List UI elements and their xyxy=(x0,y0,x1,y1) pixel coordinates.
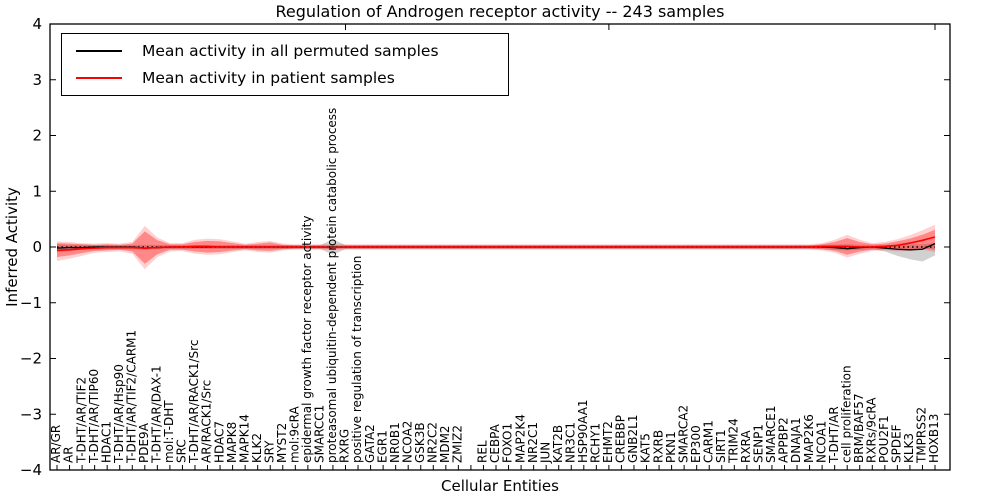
legend: Mean activity in all permuted samples Me… xyxy=(61,33,509,96)
y-tick-label: −3 xyxy=(20,405,42,423)
x-tick-label: RCHY1 xyxy=(589,423,603,463)
x-tick-label: NR2C1 xyxy=(526,422,540,463)
x-tick-label: AR xyxy=(62,446,76,463)
legend-item-permuted: Mean activity in all permuted samples xyxy=(62,38,508,64)
x-tick-label: SPDEF xyxy=(890,424,904,463)
x-tick-label: T-DHT/AR/TIF2/CARM1 xyxy=(124,330,138,464)
x-tick-label: mol:9cRA xyxy=(288,406,302,463)
y-tick-label: −4 xyxy=(20,461,42,479)
x-tick-label: BRM/BAF57 xyxy=(852,393,866,463)
x-tick-label: T-DHT/AR xyxy=(827,406,841,464)
x-tick-label: TRIM24 xyxy=(727,418,741,464)
x-tick-label: TMPRSS2 xyxy=(915,407,929,464)
x-tick-label: POU2F1 xyxy=(877,415,891,463)
x-tick-label: HDAC7 xyxy=(212,421,226,463)
x-tick-label: SMARCE1 xyxy=(764,405,778,463)
y-tick-label: 3 xyxy=(32,71,42,89)
x-tick-label: APPBP2 xyxy=(777,417,791,463)
legend-label-permuted: Mean activity in all permuted samples xyxy=(142,42,439,61)
x-tick-label: RXRG xyxy=(338,429,352,463)
x-tick-label: SMARCA2 xyxy=(676,405,690,463)
permuted-line-swatch xyxy=(76,50,122,53)
x-tick-label: MAPK14 xyxy=(237,414,251,463)
y-tick-label: 0 xyxy=(32,238,42,256)
axes-frame xyxy=(49,23,951,471)
x-tick-label: KAT2B xyxy=(551,425,565,463)
y-tick-label: −1 xyxy=(20,294,42,312)
x-tick-label: NCOA1 xyxy=(814,421,828,463)
x-tick-label: SIRT1 xyxy=(714,429,728,463)
x-tick-label: SMARCC1 xyxy=(313,405,327,463)
x-tick-label: SRY xyxy=(262,440,276,463)
x-axis-label: Cellular Entities xyxy=(441,477,559,495)
x-tick-label: HOXB13 xyxy=(927,414,941,463)
x-tick-label: KLK3 xyxy=(902,433,916,463)
y-tick-label: −2 xyxy=(20,350,42,368)
x-tick-label: CARM1 xyxy=(701,420,715,463)
x-tick-label: MAP2K6 xyxy=(802,414,816,463)
x-tick-label: T-DHT/AR/Hsp90 xyxy=(112,364,126,464)
x-tick-label: GATA2 xyxy=(363,424,377,463)
x-tick-label: mol:T-DHT xyxy=(162,400,176,463)
x-tick-label: T-DHT/AR/TIF2 xyxy=(74,377,88,464)
legend-label-patient: Mean activity in patient samples xyxy=(142,68,395,87)
x-tick-label: ZMIZ2 xyxy=(451,425,465,463)
x-tick-label: DNAJA1 xyxy=(789,417,803,463)
x-tick-label: NR3C1 xyxy=(563,422,577,463)
x-tick-label: MAPK8 xyxy=(225,422,239,463)
x-tick-label: CEBPA xyxy=(488,423,502,463)
x-tick-label: REL xyxy=(476,440,490,463)
x-tick-label: NR0B1 xyxy=(388,422,402,463)
x-tick-label: T-DHT/AR/TIP60 xyxy=(87,369,101,464)
x-tick-label: proteasomal ubiquitin-dependent protein … xyxy=(325,108,339,463)
x-tick-label: CREBBP xyxy=(614,415,628,463)
x-tick-label: GSK3B xyxy=(413,422,427,463)
x-tick-label: MAP2K4 xyxy=(513,414,527,463)
x-tick-label: cell proliferation xyxy=(839,365,853,463)
x-tick-label: EHMT2 xyxy=(601,421,615,463)
x-tick-label: RXRs/9cRA xyxy=(864,397,878,463)
x-tick-label: HSP90AA1 xyxy=(576,399,590,463)
x-tick-label: KLK2 xyxy=(250,433,264,463)
legend-item-patient: Mean activity in patient samples xyxy=(62,65,508,91)
x-tick-label: NR2C2 xyxy=(425,422,439,463)
x-tick-label: KAT5 xyxy=(639,433,653,463)
x-tick-label: AR/GR xyxy=(49,425,63,463)
x-tick-label: T-DHT/AR/RACK1/Src xyxy=(187,340,201,464)
patient-line-swatch xyxy=(76,76,122,79)
x-tick-label: PDE9A xyxy=(137,422,151,463)
x-tick-label: MYST2 xyxy=(275,423,289,463)
x-tick-label: MDM2 xyxy=(438,425,452,463)
x-tick-label: GNB2L1 xyxy=(626,415,640,463)
x-tick-label: T-DHT/AR/DAX-1 xyxy=(150,365,164,464)
y-axis-label: Inferred Activity xyxy=(3,187,21,307)
y-tick-label: 1 xyxy=(32,182,42,200)
x-tick-label: NCOA2 xyxy=(400,421,414,463)
patient-mean-line xyxy=(56,236,936,252)
x-tick-label: EGR1 xyxy=(375,430,389,463)
x-tick-label: JUN xyxy=(538,442,552,464)
x-tick-label: RXRA xyxy=(739,430,753,463)
y-tick-label: 2 xyxy=(32,127,42,145)
x-tick-label: SRC xyxy=(175,439,189,463)
x-tick-label: EP300 xyxy=(689,425,703,463)
x-tick-label: RXRB xyxy=(651,430,665,463)
y-tick-label: 4 xyxy=(32,15,42,33)
x-tick-label: PKN1 xyxy=(664,431,678,463)
x-tick-label: FOXO1 xyxy=(501,423,515,463)
chart-title: Regulation of Androgen receptor activity… xyxy=(275,2,725,21)
x-tick-label: HDAC1 xyxy=(99,421,113,463)
x-tick-label: positive regulation of transcription xyxy=(350,256,364,463)
x-tick-label: AR/RACK1/Src xyxy=(200,380,214,463)
x-tick-label: SENP1 xyxy=(752,424,766,463)
x-tick-label: epidermal growth factor receptor activit… xyxy=(300,216,314,463)
